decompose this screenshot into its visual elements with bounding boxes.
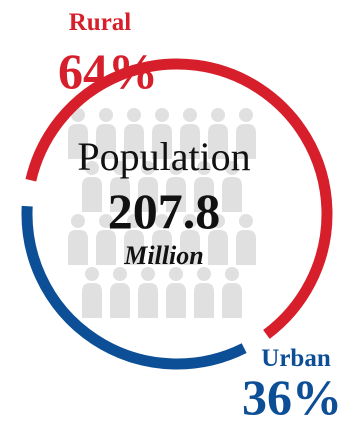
person-silhouette bbox=[222, 267, 242, 318]
person-silhouette bbox=[194, 267, 214, 318]
chart-title: Population bbox=[77, 134, 250, 179]
person-silhouette bbox=[82, 267, 102, 318]
person-silhouette bbox=[138, 267, 158, 318]
person-silhouette bbox=[166, 267, 186, 318]
total-value: 207.8 bbox=[108, 183, 221, 239]
slice-label-urban-name: Urban bbox=[261, 345, 331, 372]
total-unit: Million bbox=[123, 241, 203, 270]
slice-label-rural-percent: 64% bbox=[58, 43, 158, 99]
person-silhouette bbox=[68, 214, 88, 265]
slice-label-urban-percent: 36% bbox=[242, 369, 342, 423]
person-silhouette bbox=[236, 214, 256, 265]
slice-label-rural-name: Rural bbox=[69, 9, 132, 36]
person-silhouette bbox=[110, 267, 130, 318]
